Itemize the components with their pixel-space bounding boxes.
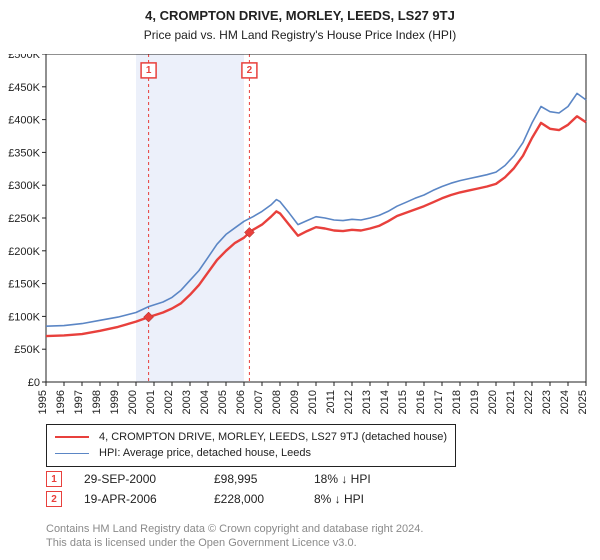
svg-text:2009: 2009 — [289, 390, 301, 414]
svg-text:2016: 2016 — [415, 390, 427, 414]
transaction-date: 29-SEP-2000 — [84, 472, 214, 486]
transaction-date: 19-APR-2006 — [84, 492, 214, 506]
transaction-vs-hpi: 18% ↓ HPI — [314, 472, 434, 486]
copyright-line: Contains HM Land Registry data © Crown c… — [46, 522, 423, 536]
svg-text:£500K: £500K — [8, 54, 40, 61]
svg-text:2014: 2014 — [379, 390, 391, 414]
svg-text:2003: 2003 — [181, 390, 193, 414]
svg-text:£250K: £250K — [8, 213, 40, 225]
svg-text:1: 1 — [146, 65, 152, 76]
chart-legend: 4, CROMPTON DRIVE, MORLEY, LEEDS, LS27 9… — [46, 424, 456, 467]
transaction-price: £98,995 — [214, 472, 314, 486]
svg-text:2002: 2002 — [163, 390, 175, 414]
chart-title: 4, CROMPTON DRIVE, MORLEY, LEEDS, LS27 9… — [0, 8, 600, 23]
svg-text:£200K: £200K — [8, 246, 40, 258]
svg-text:2020: 2020 — [487, 390, 499, 414]
svg-text:2017: 2017 — [433, 390, 445, 414]
svg-text:1998: 1998 — [91, 390, 103, 414]
svg-text:2013: 2013 — [361, 390, 373, 414]
svg-text:1999: 1999 — [109, 390, 121, 414]
svg-text:1996: 1996 — [55, 390, 67, 414]
price-chart: £0 £50K £100K £150K £200K £250K £300K £350K £400… — [2, 54, 600, 432]
legend-item: HPI: Average price, detached house, Leed… — [55, 445, 447, 461]
transaction-marker: 2 — [46, 491, 62, 507]
svg-text:2025: 2025 — [577, 390, 589, 414]
transaction-row: 2 19-APR-2006£228,0008% ↓ HPI — [46, 491, 434, 507]
svg-text:£150K: £150K — [8, 279, 40, 291]
transaction-marker: 1 — [46, 471, 62, 487]
svg-text:2007: 2007 — [253, 390, 265, 414]
svg-text:2015: 2015 — [397, 390, 409, 414]
svg-text:£50K: £50K — [14, 344, 40, 356]
svg-text:£450K: £450K — [8, 82, 40, 94]
svg-text:2012: 2012 — [343, 390, 355, 414]
copyright-line: This data is licensed under the Open Gov… — [46, 536, 423, 550]
svg-text:2018: 2018 — [451, 390, 463, 414]
svg-text:2008: 2008 — [271, 390, 283, 414]
svg-text:£300K: £300K — [8, 180, 40, 192]
svg-text:2021: 2021 — [505, 390, 517, 414]
copyright-notice: Contains HM Land Registry data © Crown c… — [46, 522, 423, 551]
svg-text:£400K: £400K — [8, 115, 40, 127]
svg-text:2001: 2001 — [145, 390, 157, 414]
transaction-row: 1 29-SEP-2000£98,99518% ↓ HPI — [46, 471, 434, 487]
svg-text:2010: 2010 — [307, 390, 319, 414]
svg-text:2: 2 — [247, 65, 253, 76]
legend-item: 4, CROMPTON DRIVE, MORLEY, LEEDS, LS27 9… — [55, 429, 447, 445]
svg-text:2006: 2006 — [235, 390, 247, 414]
svg-text:2005: 2005 — [217, 390, 229, 414]
svg-text:£100K: £100K — [8, 311, 40, 323]
legend-swatch — [55, 453, 89, 454]
svg-text:2004: 2004 — [199, 390, 211, 414]
legend-label: 4, CROMPTON DRIVE, MORLEY, LEEDS, LS27 9… — [99, 431, 447, 443]
chart-subtitle: Price paid vs. HM Land Registry's House … — [0, 28, 600, 42]
svg-text:2019: 2019 — [469, 390, 481, 414]
transaction-price: £228,000 — [214, 492, 314, 506]
svg-text:2023: 2023 — [541, 390, 553, 414]
svg-text:1995: 1995 — [37, 390, 49, 414]
legend-label: HPI: Average price, detached house, Leed… — [99, 447, 311, 459]
transaction-vs-hpi: 8% ↓ HPI — [314, 492, 434, 506]
svg-text:£0: £0 — [28, 377, 40, 389]
svg-text:£350K: £350K — [8, 147, 40, 159]
svg-text:2011: 2011 — [325, 390, 337, 414]
svg-text:2024: 2024 — [559, 390, 571, 414]
legend-swatch — [55, 436, 89, 438]
svg-text:2022: 2022 — [523, 390, 535, 414]
svg-text:2000: 2000 — [127, 390, 139, 414]
transaction-table: 1 29-SEP-2000£98,99518% ↓ HPI 2 19-APR-2006… — [46, 471, 434, 511]
svg-text:1997: 1997 — [73, 390, 85, 414]
